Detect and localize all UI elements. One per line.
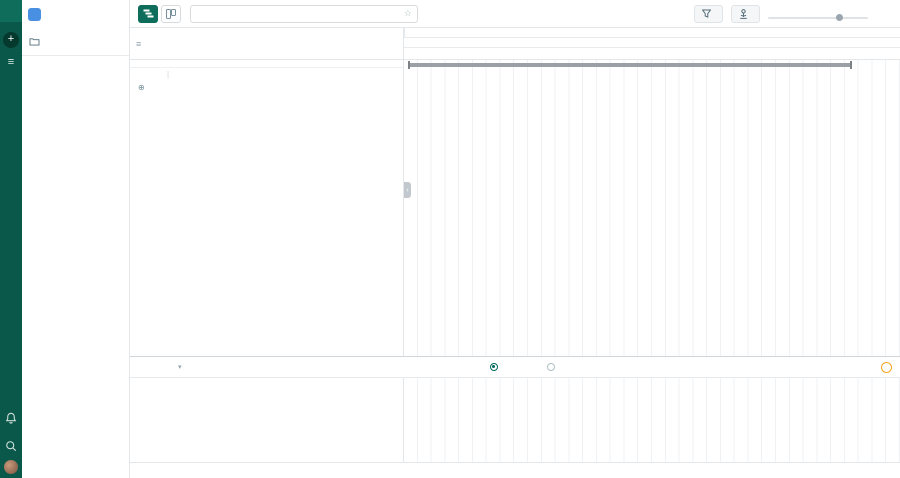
gantt-view-button[interactable]	[138, 4, 158, 23]
workspace-icon	[28, 7, 41, 21]
workspace-header	[22, 0, 129, 28]
folder-icon	[29, 37, 40, 46]
month-divider	[404, 28, 405, 38]
menu-icon[interactable]: ≡	[7, 56, 15, 68]
search-icon[interactable]	[5, 440, 17, 452]
table-spacer	[130, 60, 403, 68]
help-icon[interactable]	[881, 361, 892, 373]
project-title-box: ☆	[190, 4, 418, 23]
people-button[interactable]	[731, 4, 760, 23]
task-table: | ⊕	[130, 60, 404, 356]
plus-circle-icon: ⊕	[138, 83, 145, 92]
timeline-month-row	[404, 28, 900, 38]
sidebar	[22, 0, 130, 478]
app-rail: + ≡	[0, 0, 22, 478]
add-task-row: |	[167, 70, 170, 79]
add-button[interactable]: +	[3, 32, 19, 48]
footer-bar	[130, 462, 900, 478]
task-table-header: ≡	[130, 28, 404, 60]
tasks-radio[interactable]	[546, 363, 559, 371]
workload-people-list	[130, 378, 404, 463]
gantt-chart: ‹	[404, 60, 900, 356]
sidebar-item-all-projects[interactable]	[22, 33, 129, 50]
workload-header: ▾	[130, 357, 900, 378]
zoom-slider[interactable]	[768, 5, 868, 23]
workload-grid	[404, 378, 900, 463]
workload-filter-dropdown[interactable]: ▾	[178, 363, 185, 371]
sidebar-divider	[22, 55, 129, 56]
sort-icon[interactable]: ≡	[136, 38, 142, 49]
favorite-star-icon[interactable]: ☆	[403, 8, 412, 18]
filter-button[interactable]	[694, 4, 723, 23]
zoom-track[interactable]	[768, 16, 868, 19]
person-icon	[740, 8, 747, 19]
hours-radio[interactable]	[489, 363, 502, 371]
funnel-icon	[702, 9, 711, 18]
user-avatar[interactable]	[4, 460, 18, 474]
app-logo[interactable]	[0, 0, 22, 22]
radio-selected-icon	[489, 363, 498, 371]
radio-unselected-icon	[546, 363, 555, 371]
zoom-knob[interactable]	[836, 14, 843, 21]
horizontal-scrollbar[interactable]	[408, 61, 852, 69]
chevron-down-icon: ▾	[178, 364, 182, 371]
timeline-week-row	[404, 38, 900, 48]
pane-splitter-handle[interactable]: ‹	[404, 182, 411, 198]
add-subproject-row[interactable]: ⊕	[130, 81, 403, 94]
timeline-day-row	[404, 48, 900, 59]
board-view-button[interactable]	[161, 4, 181, 23]
topbar: ☆	[130, 0, 900, 28]
notifications-icon[interactable]	[5, 412, 17, 424]
workload-panel: ▾	[130, 356, 900, 463]
timeline-header	[404, 28, 900, 60]
project-title-input[interactable]	[196, 8, 404, 19]
